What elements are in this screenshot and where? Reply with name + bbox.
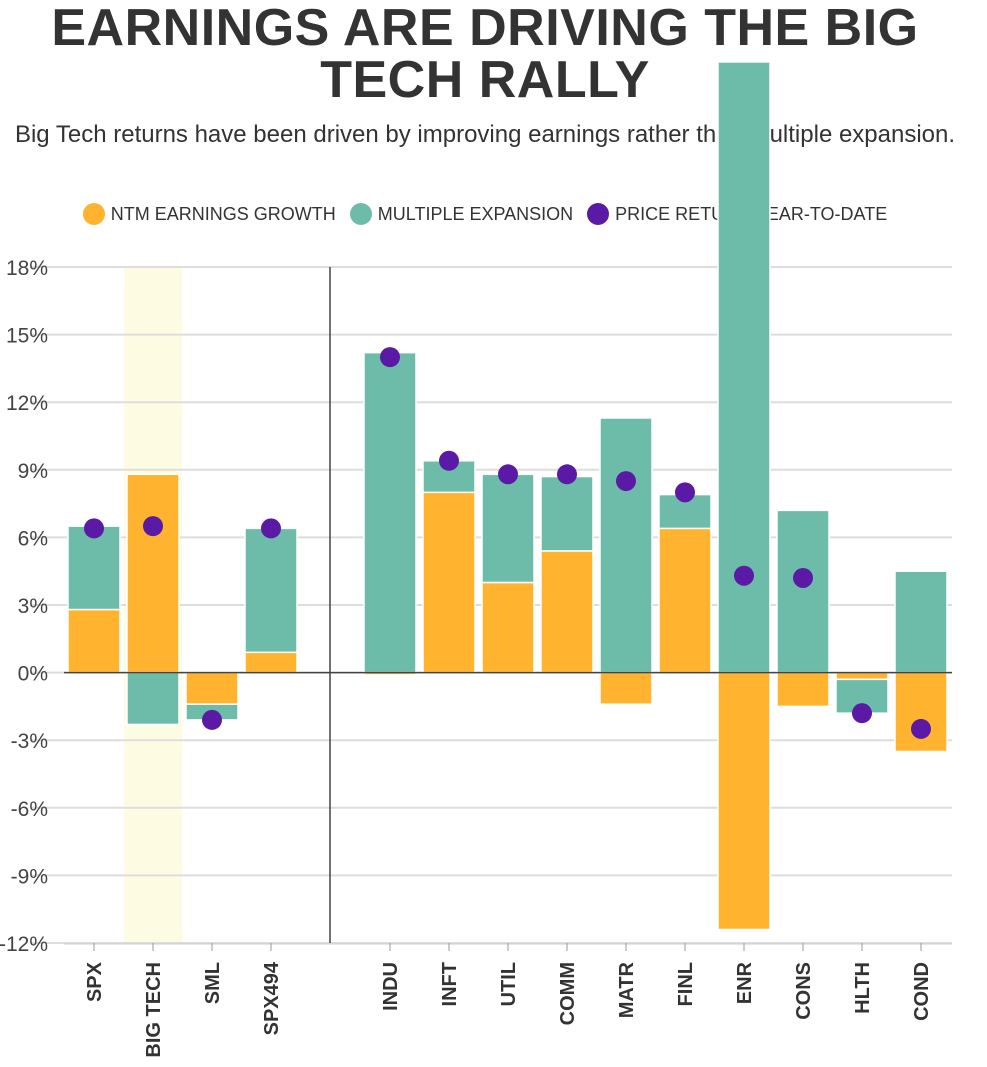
y-tick-label: 0% (18, 663, 48, 686)
bar-earnings-FINL (658, 527, 712, 674)
y-tick-label: 6% (18, 527, 48, 550)
y-tick-label: -12% (0, 933, 48, 956)
dot-price-SML (202, 709, 222, 730)
bar-multiple-UTIL (481, 473, 535, 584)
legend-swatch-multiple (349, 203, 372, 225)
x-tick-label: HLTH (852, 962, 874, 1014)
dot-price-BIG TECH (143, 516, 163, 537)
bar-earnings-COMM (540, 550, 594, 674)
x-tick-label: INFT (439, 962, 461, 1006)
bar-multiple-COMM (540, 475, 594, 552)
x-tick-label: CONS (793, 962, 815, 1020)
chart-subtitle: Big Tech returns have been driven by imp… (14, 121, 956, 148)
y-tick-label: 3% (18, 595, 48, 618)
x-tick-label: COMM (557, 962, 579, 1025)
x-tick-label: UTIL (498, 962, 520, 1006)
y-tick-label: 12% (6, 392, 48, 415)
bar-earnings-SPX (67, 608, 121, 674)
bar-multiple-BIG TECH (126, 671, 180, 726)
bar-multiple-SPX494 (244, 527, 298, 654)
legend-swatch-price (587, 203, 610, 225)
bar-multiple-MATR (599, 417, 653, 674)
dot-price-INDU (380, 347, 400, 368)
x-tick-label: SML (202, 962, 224, 1004)
x-tick-label: INDU (380, 962, 402, 1011)
x-tick-label: ENR (734, 961, 756, 1004)
dot-price-MATR (616, 471, 636, 492)
dot-price-CONS (793, 567, 813, 588)
y-tick-label: -9% (11, 865, 48, 888)
bar-multiple-COND (894, 570, 948, 674)
x-tick-label: FINL (675, 962, 697, 1006)
bar-earnings-ENR (717, 671, 771, 931)
bar-earnings-HLTH (835, 671, 889, 681)
bar-earnings-SML (185, 671, 239, 705)
y-tick-label: 9% (18, 460, 48, 483)
bar-multiple-CONS (776, 509, 830, 674)
x-tick-label: BIG TECH (143, 962, 165, 1058)
legend-item-multiple: MULTIPLE EXPANSION (349, 203, 574, 225)
bar-earnings-CONS (776, 671, 830, 708)
bar-multiple-INDU (363, 351, 417, 674)
bar-earnings-MATR (599, 671, 653, 705)
x-tick-label: SPX494 (261, 961, 283, 1035)
dot-price-COND (911, 718, 931, 739)
bar-earnings-SPX494 (244, 651, 298, 674)
dot-price-ENR (734, 565, 754, 586)
legend-label: MULTIPLE EXPANSION (377, 203, 574, 224)
legend-label: NTM EARNINGS GROWTH (110, 203, 336, 224)
dot-price-INFT (439, 450, 459, 471)
dot-price-UTIL (498, 464, 518, 485)
dot-price-SPX (84, 518, 104, 539)
dot-price-COMM (557, 464, 577, 485)
dot-price-HLTH (852, 703, 872, 724)
y-tick-label: -3% (11, 730, 48, 753)
y-tick-label: 15% (6, 325, 48, 348)
x-tick-label: SPX (84, 961, 106, 1002)
dot-price-SPX494 (261, 518, 281, 539)
chart-title: EARNINGS ARE DRIVING THE BIG TECH RALLY (51, 0, 919, 109)
bar-earnings-UTIL (481, 581, 535, 674)
bar-multiple-SPX (67, 525, 121, 611)
legend-swatch-earnings (82, 203, 105, 225)
bar-earnings-INFT (422, 491, 476, 674)
y-tick-label: 18% (6, 257, 48, 280)
x-tick-label: MATR (616, 961, 638, 1018)
dot-price-FINL (675, 482, 695, 503)
x-tick-label: COND (911, 962, 933, 1021)
bar-earnings-COND (894, 671, 948, 753)
y-tick-label: -6% (11, 798, 48, 821)
legend-item-earnings: NTM EARNINGS GROWTH (82, 203, 336, 225)
bar-earnings-BIG TECH (126, 473, 180, 674)
